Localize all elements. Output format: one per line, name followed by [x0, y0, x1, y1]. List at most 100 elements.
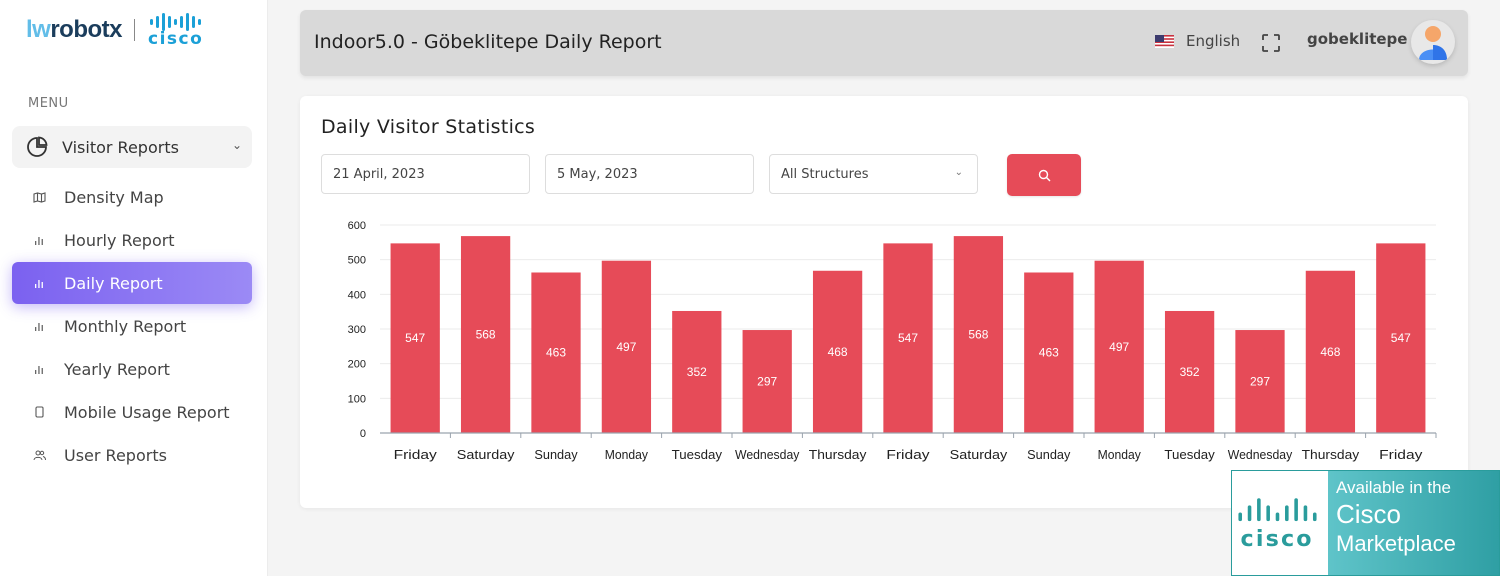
sidebar-item-yearly-report[interactable]: Yearly Report	[12, 348, 252, 390]
bar	[531, 272, 581, 433]
x-tick-label: Wednesday	[735, 448, 800, 462]
y-tick-label: 400	[348, 289, 366, 301]
bar	[1094, 260, 1144, 433]
x-tick-label: Tuesday	[672, 448, 723, 462]
banner-line-1: Available in the	[1336, 478, 1451, 497]
bar	[1376, 243, 1426, 433]
bar-chart-icon	[35, 237, 43, 245]
mobile-icon	[34, 406, 44, 418]
x-tick-label: Monday	[1098, 448, 1142, 462]
end-date-value: 5 May, 2023	[557, 166, 638, 182]
bar-value-label: 297	[1250, 375, 1270, 389]
nav-visitor-reports-label: Visitor Reports	[62, 137, 179, 157]
bar-value-label: 463	[546, 346, 566, 360]
y-tick-label: 200	[348, 359, 366, 371]
y-tick-label: 600	[348, 220, 366, 232]
nav-visitor-reports[interactable]: Visitor Reports ⌄	[12, 126, 252, 168]
top-header: Indoor5.0 - Göbeklitepe Daily Report Eng…	[300, 10, 1468, 76]
bar-value-label: 547	[405, 331, 425, 345]
sidebar-item-density-map[interactable]: Density Map	[12, 176, 252, 218]
bar-chart-icon	[35, 280, 43, 288]
x-tick-label: Saturday	[950, 448, 1008, 462]
x-tick-label: Sunday	[534, 448, 578, 462]
brand-name-part2: robotx	[50, 16, 123, 43]
bar	[601, 260, 652, 433]
end-date-input[interactable]: 5 May, 2023	[545, 154, 754, 194]
us-flag-icon	[1155, 34, 1174, 48]
x-tick-label: Thursday	[1302, 448, 1360, 462]
brand-name-part1: lw	[26, 16, 51, 43]
bar	[742, 330, 792, 433]
map-icon	[32, 191, 46, 203]
bar-value-label: 568	[968, 328, 988, 342]
x-tick-label: Sunday	[1027, 448, 1071, 462]
bar	[812, 270, 863, 433]
x-tick-label: Tuesday	[1164, 448, 1215, 462]
x-tick-label: Friday	[1379, 448, 1423, 462]
bar-value-label: 463	[1039, 346, 1059, 360]
bar-value-label: 497	[1109, 340, 1129, 354]
banner-line-3: Marketplace	[1336, 531, 1456, 556]
banner-line-2: Cisco	[1336, 499, 1402, 529]
brand-logo[interactable]: lw robotx cisco	[26, 10, 203, 50]
bar-value-label: 468	[1320, 345, 1340, 359]
cisco-logo: cisco	[148, 12, 204, 49]
x-tick-label: Monday	[605, 448, 649, 462]
cisco-wordmark: cisco	[1241, 526, 1314, 552]
x-tick-label: Friday	[886, 448, 930, 462]
bar	[953, 236, 1004, 433]
cisco-wordmark: cisco	[148, 28, 204, 49]
language-label: English	[1186, 32, 1241, 50]
chevron-down-icon: ⌄	[231, 138, 242, 152]
search-icon	[1038, 169, 1050, 181]
bar	[883, 243, 933, 433]
bar-value-label: 547	[1391, 331, 1411, 345]
x-tick-label: Saturday	[457, 448, 515, 462]
cisco-marketplace-banner[interactable]: cisco Available in the Cisco Marketplace	[1231, 470, 1500, 576]
logo-divider	[134, 19, 136, 41]
fullscreen-icon[interactable]	[1261, 33, 1281, 53]
bar-value-label: 547	[898, 331, 918, 345]
users-icon	[33, 450, 46, 460]
bar-value-label: 352	[687, 365, 707, 379]
bar-value-label: 352	[1180, 365, 1200, 379]
avatar[interactable]	[1411, 20, 1455, 64]
chevron-down-icon: ⌄	[954, 167, 963, 178]
cisco-banner-logo-area: cisco	[1232, 471, 1328, 575]
username[interactable]: gobeklitepe	[1307, 30, 1408, 48]
bar	[390, 243, 440, 433]
pie-chart-icon	[27, 136, 48, 157]
y-tick-label: 300	[348, 324, 366, 336]
sidebar-item-user-reports[interactable]: User Reports	[12, 434, 252, 476]
structure-select[interactable]: All Structures ⌄	[769, 154, 978, 194]
bar-value-label: 497	[616, 340, 636, 354]
cisco-bars-icon	[150, 12, 202, 31]
bar-value-label: 297	[757, 375, 777, 389]
sidebar-item-hourly-report[interactable]: Hourly Report	[12, 219, 252, 261]
bar	[460, 236, 511, 433]
bar-chart-icon	[35, 366, 43, 374]
bar-value-label: 468	[828, 345, 848, 359]
bar	[1164, 310, 1215, 433]
bar-chart-icon	[35, 323, 43, 331]
search-button[interactable]	[1007, 154, 1081, 196]
sidebar: lw robotx cisco MENU Visitor Reports ⌄ De…	[0, 0, 268, 576]
cisco-logo-icon: cisco	[1238, 498, 1317, 552]
x-tick-label: Thursday	[809, 448, 867, 462]
start-date-value: 21 April, 2023	[333, 166, 425, 182]
sidebar-item-mobile-usage-report[interactable]: Mobile Usage Report	[12, 391, 252, 433]
language-selector[interactable]: English	[1155, 32, 1240, 50]
menu-heading: MENU	[28, 96, 69, 111]
bar	[1305, 270, 1356, 433]
cisco-banner-text: Available in the Cisco Marketplace	[1328, 471, 1499, 575]
sidebar-item-monthly-report[interactable]: Monthly Report	[12, 305, 252, 347]
x-tick-label: Wednesday	[1228, 448, 1293, 462]
start-date-input[interactable]: 21 April, 2023	[321, 154, 530, 194]
y-tick-label: 0	[360, 428, 366, 440]
card-title: Daily Visitor Statistics	[321, 116, 536, 138]
bar-value-label: 568	[476, 328, 496, 342]
bar	[672, 310, 722, 433]
sidebar-item-daily-report[interactable]: Daily Report	[12, 262, 252, 304]
y-tick-label: 100	[348, 393, 366, 405]
